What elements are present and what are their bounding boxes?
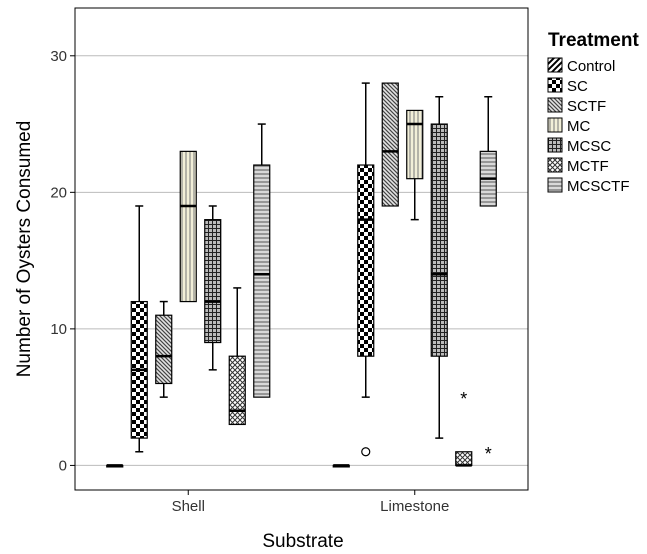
box-body	[430, 123, 448, 357]
legend-item-mcsc: MCSC	[547, 137, 611, 155]
legend-item-control: Control	[547, 57, 615, 75]
box-body	[204, 219, 222, 344]
legend-label: MCTF	[567, 158, 609, 175]
legend-label: MC	[567, 118, 590, 135]
box-body	[357, 164, 375, 357]
legend-label: SC	[567, 78, 588, 95]
legend-swatch	[547, 117, 563, 133]
box-mcsctf-limestone: *	[479, 96, 497, 464]
box-series: **	[106, 82, 497, 468]
box-body	[381, 82, 399, 207]
box-mcsc-shell	[204, 205, 222, 371]
legend-label: Control	[567, 58, 615, 75]
extreme-point: *	[460, 389, 467, 409]
legend-item-mctf: MCTF	[547, 157, 609, 175]
box-mctf-shell	[228, 287, 246, 426]
box-mcsctf-shell	[253, 123, 271, 398]
box-body	[406, 109, 424, 180]
extreme-point: *	[485, 444, 492, 464]
box-sc-shell	[130, 205, 148, 453]
box-body	[179, 150, 197, 303]
box-body	[228, 355, 246, 426]
legend-item-sc: SC	[547, 77, 588, 95]
x-axis-label: Substrate	[262, 531, 343, 552]
box-mc-shell	[179, 150, 197, 303]
box-body	[155, 314, 173, 385]
legend-label: SCTF	[567, 98, 606, 115]
legend-swatch	[547, 177, 563, 193]
box-sctf-limestone	[381, 82, 399, 207]
x-axis-ticks: Shell Limestone	[172, 490, 449, 515]
gridlines	[75, 55, 528, 466]
legend-label: MCSCTF	[567, 178, 630, 195]
y-tick-label: 0	[59, 457, 67, 474]
box-mctf-limestone: *	[455, 389, 473, 467]
legend-label: MCSC	[567, 138, 611, 155]
legend-swatch	[547, 77, 563, 93]
legend-title: Treatment	[548, 30, 639, 51]
legend: Treatment Control SC SCTF MC MCSC MCTF MCSCTF	[547, 30, 639, 195]
outlier-point	[361, 447, 371, 457]
legend-swatch	[547, 57, 563, 73]
y-tick-label: 10	[50, 321, 67, 338]
legend-swatch	[547, 97, 563, 113]
y-tick-label: 30	[50, 48, 67, 65]
legend-swatch	[547, 137, 563, 153]
box-control-shell	[106, 464, 124, 468]
y-axis-label: Number of Oysters Consumed	[14, 121, 35, 378]
legend-item-mcsctf: MCSCTF	[547, 177, 630, 195]
plot-area	[74, 7, 529, 491]
box-body	[455, 451, 473, 467]
legend-swatch	[547, 157, 563, 173]
box-mcsc-limestone	[430, 96, 448, 439]
box-sc-limestone	[357, 82, 375, 457]
box-control-limestone	[332, 464, 350, 468]
x-tick-label: Shell	[172, 498, 205, 515]
box-body	[253, 164, 271, 398]
legend-item-sctf: SCTF	[547, 97, 606, 115]
box-mc-limestone	[406, 109, 424, 221]
box-sctf-shell	[155, 300, 173, 398]
y-tick-label: 20	[50, 184, 67, 201]
x-tick-label: Limestone	[380, 498, 449, 515]
legend-item-mc: MC	[547, 117, 590, 135]
y-axis-ticks: 0 10 20 30	[50, 48, 75, 474]
